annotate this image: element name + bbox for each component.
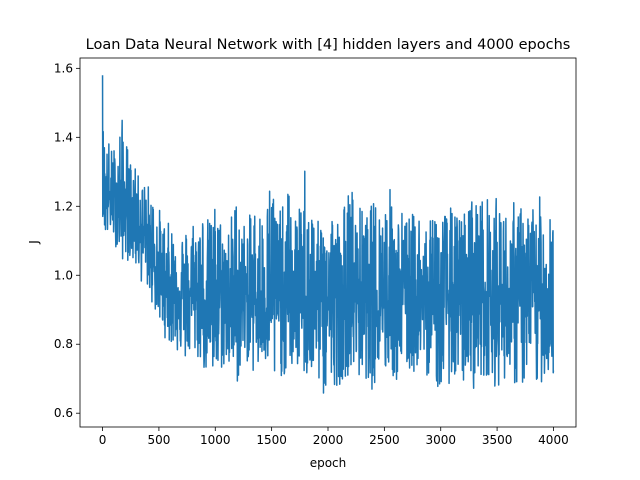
y-tick-label: 1.6 — [54, 61, 73, 75]
x-tick-label: 1500 — [256, 433, 287, 447]
x-tick-label: 1000 — [200, 433, 231, 447]
chart-title: Loan Data Neural Network with [4] hidden… — [86, 37, 571, 53]
x-tick-label: 2500 — [369, 433, 400, 447]
x-tick-label: 500 — [147, 433, 170, 447]
series-layer — [101, 75, 555, 394]
y-tick-label: 1.2 — [54, 199, 73, 213]
x-axis-title: epoch — [310, 456, 347, 470]
series-line — [101, 75, 555, 394]
x-tick-label: 4000 — [538, 433, 569, 447]
y-tick-label: 1.0 — [54, 268, 73, 282]
y-axis-title: J — [27, 240, 41, 245]
y-tick-label: 0.6 — [54, 406, 73, 420]
x-tick-label: 2000 — [313, 433, 344, 447]
x-tick-label: 3000 — [425, 433, 456, 447]
y-axis: 0.6 0.8 1.0 1.2 1.4 1.6 — [54, 61, 80, 420]
y-tick-label: 0.8 — [54, 337, 73, 351]
y-tick-label: 1.4 — [54, 130, 73, 144]
x-tick-label: 3500 — [482, 433, 513, 447]
x-axis: 0 500 1000 1500 2000 2500 3000 3500 4000 — [99, 427, 569, 447]
x-tick-label: 0 — [99, 433, 107, 447]
